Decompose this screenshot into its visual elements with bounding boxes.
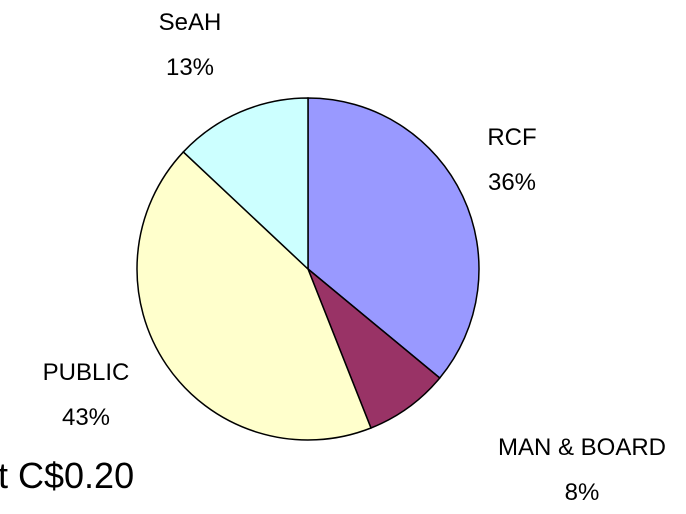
pie-slice bbox=[307, 97, 480, 380]
slice-label: RCF bbox=[487, 124, 536, 151]
slice-label: SeAH bbox=[159, 9, 222, 36]
slice-value-label: 36% bbox=[488, 169, 536, 196]
pie-slice bbox=[182, 97, 309, 271]
slice-label: MAN & BOARD bbox=[498, 434, 666, 461]
annotation: t C$0.20 bbox=[0, 455, 134, 496]
slice-value-label: 8% bbox=[565, 479, 600, 506]
slice-value-label: 43% bbox=[62, 404, 110, 431]
slice-value-label: 13% bbox=[166, 54, 214, 81]
slice-label: PUBLIC bbox=[43, 359, 130, 386]
pie-slice bbox=[136, 150, 372, 441]
